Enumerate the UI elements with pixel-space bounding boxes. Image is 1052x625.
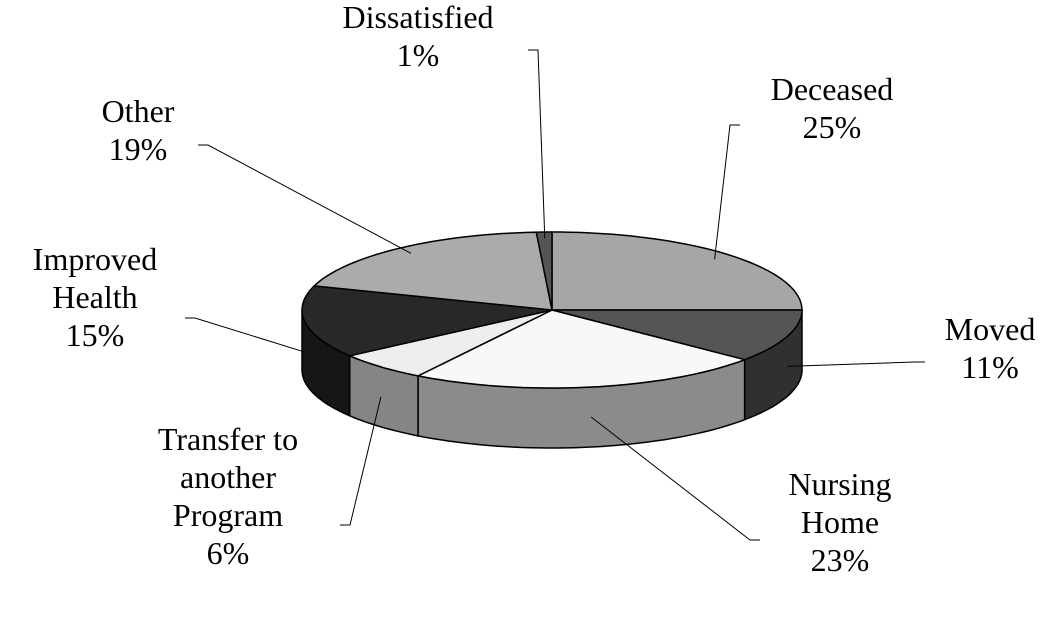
leader-line bbox=[198, 144, 412, 254]
slice-label: Moved bbox=[945, 311, 1036, 347]
leader-line bbox=[590, 416, 760, 541]
label-line: Other bbox=[102, 93, 175, 129]
label-line: another bbox=[180, 459, 276, 495]
slice-label: Improved Health bbox=[33, 241, 157, 315]
leader-line bbox=[787, 361, 925, 367]
slice-label: Deceased bbox=[771, 71, 894, 107]
value-label: 11% bbox=[961, 349, 1018, 385]
label-line: Moved bbox=[945, 311, 1036, 347]
label-line: Health bbox=[52, 279, 137, 315]
value-label: 25% bbox=[803, 109, 862, 145]
label-line: Program bbox=[173, 497, 283, 533]
slice-label: Transfer to another Program bbox=[158, 421, 298, 533]
value-label: 1% bbox=[397, 37, 440, 73]
slice-label: Dissatisfied bbox=[342, 0, 493, 35]
slice bbox=[312, 231, 553, 311]
value-label: 19% bbox=[109, 131, 168, 167]
value-label: 15% bbox=[66, 317, 125, 353]
slice bbox=[301, 285, 553, 357]
slice bbox=[551, 309, 803, 361]
leader-line bbox=[340, 396, 382, 526]
leader-line bbox=[528, 49, 546, 239]
value-label: 23% bbox=[811, 542, 870, 578]
label-line: Improved bbox=[33, 241, 157, 277]
label-line: Home bbox=[801, 504, 879, 540]
label-line: Dissatisfied bbox=[342, 0, 493, 35]
slice-label: Other bbox=[102, 93, 175, 129]
label-line: Nursing bbox=[788, 466, 891, 502]
label-line: Transfer to bbox=[158, 421, 298, 457]
slice bbox=[347, 309, 553, 377]
slice-label: Nursing Home bbox=[788, 466, 891, 540]
slice bbox=[415, 309, 748, 389]
value-label: 6% bbox=[207, 535, 250, 571]
slice bbox=[551, 231, 803, 311]
label-line: Deceased bbox=[771, 71, 894, 107]
leader-line bbox=[185, 317, 306, 353]
leader-line bbox=[714, 124, 740, 260]
